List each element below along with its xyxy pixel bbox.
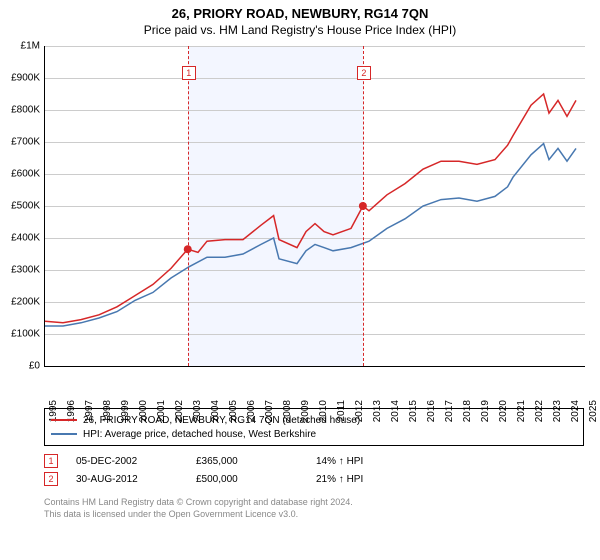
y-axis-label: £200K — [0, 297, 40, 308]
sales-table: 1 05-DEC-2002£365,00014% ↑ HPI 2 30-AUG-201… — [44, 452, 436, 488]
footer-line-1: Contains HM Land Registry data © Crown c… — [44, 496, 353, 508]
sale-marker-1: 1 — [182, 66, 196, 80]
legend-item-1: 26, PRIORY ROAD, NEWBURY, RG14 7QN (deta… — [51, 413, 577, 427]
sale-index-box: 2 — [44, 472, 58, 486]
chart-subtitle: Price paid vs. HM Land Registry's House … — [0, 21, 600, 37]
chart-lines — [45, 46, 585, 366]
sale-index-box: 1 — [44, 454, 58, 468]
legend-swatch-2 — [51, 433, 77, 435]
chart-title: 26, PRIORY ROAD, NEWBURY, RG14 7QN — [0, 0, 600, 21]
y-axis-label: £0 — [0, 361, 40, 372]
y-axis-label: £900K — [0, 73, 40, 84]
legend-label-1: 26, PRIORY ROAD, NEWBURY, RG14 7QN (deta… — [83, 415, 360, 426]
sale-delta: 14% ↑ HPI — [316, 456, 436, 467]
sale-price: £500,000 — [196, 474, 316, 485]
sale-price: £365,000 — [196, 456, 316, 467]
y-axis-label: £100K — [0, 329, 40, 340]
chart-plot-area: 12 — [44, 46, 585, 367]
legend-label-2: HPI: Average price, detached house, West… — [83, 429, 316, 440]
legend-box: 26, PRIORY ROAD, NEWBURY, RG14 7QN (deta… — [44, 408, 584, 446]
sale-row: 2 30-AUG-2012£500,00021% ↑ HPI — [44, 470, 436, 488]
legend-swatch-1 — [51, 419, 77, 421]
sale-delta: 21% ↑ HPI — [316, 474, 436, 485]
footer-line-2: This data is licensed under the Open Gov… — [44, 508, 353, 520]
sale-date: 30-AUG-2012 — [76, 474, 196, 485]
y-axis-label: £500K — [0, 201, 40, 212]
y-axis-label: £300K — [0, 265, 40, 276]
y-axis-label: £700K — [0, 137, 40, 148]
footer-attribution: Contains HM Land Registry data © Crown c… — [44, 496, 353, 520]
y-axis-label: £1M — [0, 41, 40, 52]
y-axis-label: £800K — [0, 105, 40, 116]
y-axis-label: £400K — [0, 233, 40, 244]
sale-marker-2: 2 — [357, 66, 371, 80]
sale-row: 1 05-DEC-2002£365,00014% ↑ HPI — [44, 452, 436, 470]
x-axis-label: 2025 — [588, 400, 599, 422]
y-axis-label: £600K — [0, 169, 40, 180]
sale-date: 05-DEC-2002 — [76, 456, 196, 467]
legend-item-2: HPI: Average price, detached house, West… — [51, 427, 577, 441]
